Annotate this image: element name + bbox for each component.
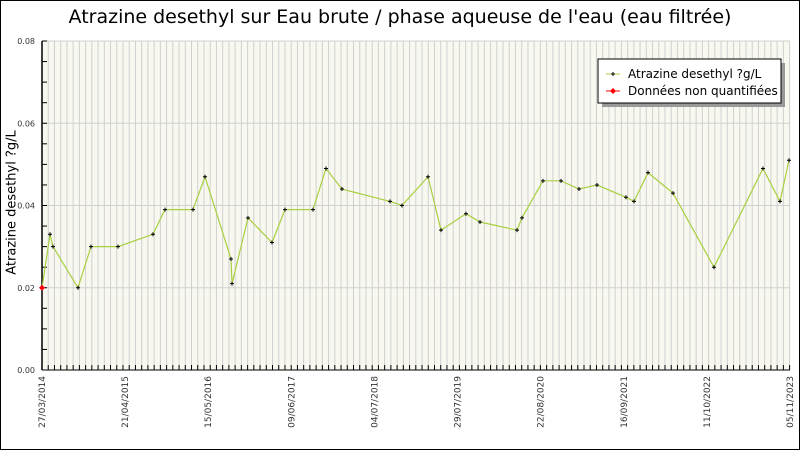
legend-box	[597, 58, 782, 104]
svg-text:0.02: 0.02	[17, 284, 35, 293]
svg-text:15/05/2016: 15/05/2016	[204, 376, 214, 428]
legend-label-non-quantified: Données non quantifiées	[628, 84, 778, 98]
y-tick-labels: 0.00 0.02 0.04 0.06 0.08	[17, 37, 35, 375]
x-tick-labels: 27/03/2014 21/04/2015 15/05/2016 09/06/2017…	[38, 376, 796, 428]
legend-label-measured: Atrazine desethyl ?g/L	[628, 67, 762, 81]
svg-text:27/03/2014: 27/03/2014	[38, 376, 48, 428]
x-axis-ticks	[47, 365, 791, 370]
svg-text:0.06: 0.06	[17, 119, 35, 128]
plus-marker-icon	[611, 72, 615, 76]
data-point-markers	[39, 158, 791, 291]
chart-title: Atrazine desethyl sur Eau brute / phase …	[68, 6, 732, 28]
svg-text:0.00: 0.00	[17, 366, 35, 375]
svg-text:04/07/2018: 04/07/2018	[370, 376, 380, 428]
legend: Atrazine desethyl ?g/L Données non quant…	[597, 58, 785, 107]
svg-text:16/09/2021: 16/09/2021	[620, 376, 630, 428]
legend-item-non-quantified: Données non quantifiées	[606, 84, 778, 98]
series-line	[41, 160, 790, 290]
red-diamond-icon	[610, 88, 616, 94]
svg-text:21/04/2015: 21/04/2015	[121, 376, 131, 428]
svg-text:11/10/2022: 11/10/2022	[703, 376, 713, 428]
legend-item-measured: Atrazine desethyl ?g/L	[606, 67, 762, 81]
horizontal-gridlines	[42, 40, 790, 289]
svg-text:0.04: 0.04	[17, 202, 35, 211]
svg-text:0.08: 0.08	[17, 37, 35, 46]
svg-text:22/08/2020: 22/08/2020	[537, 376, 547, 428]
svg-text:05/11/2023: 05/11/2023	[786, 376, 796, 428]
svg-text:29/07/2019: 29/07/2019	[454, 376, 464, 428]
svg-text:09/06/2017: 09/06/2017	[287, 376, 297, 428]
